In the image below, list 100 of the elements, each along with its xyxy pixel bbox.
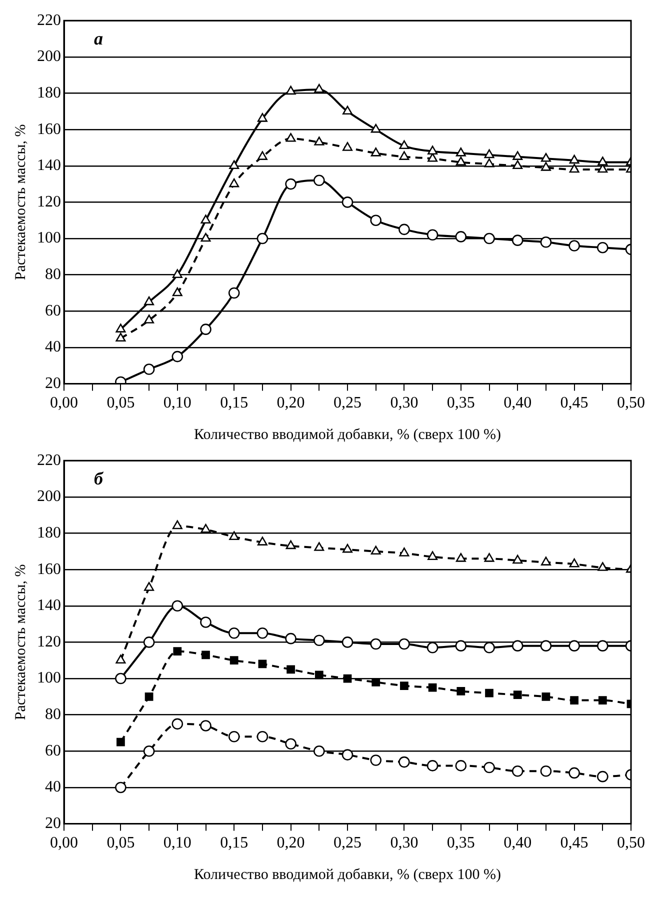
point: [144, 296, 154, 306]
point: [512, 234, 524, 246]
point: [228, 287, 240, 299]
point: [540, 236, 552, 248]
point: [116, 654, 126, 664]
point: [144, 692, 154, 701]
point: [540, 152, 551, 162]
point: [342, 749, 354, 760]
point: [540, 765, 552, 777]
x-axis-title: Количество вводимой добавки, % (сверх 100 %): [194, 866, 502, 883]
point: [229, 531, 240, 540]
point: [228, 627, 240, 639]
x-tick-label: 0,40: [504, 394, 532, 412]
x-tick-label: 0,45: [560, 834, 588, 852]
x-tick-label: 0,35: [446, 394, 475, 412]
point: [343, 674, 352, 683]
point: [398, 224, 410, 236]
x-tick-label: 0,40: [504, 834, 532, 852]
annotation: б: [94, 468, 104, 488]
point: [200, 324, 212, 335]
y-tick-label: 60: [45, 742, 61, 760]
y-tick-label: 20: [45, 375, 61, 392]
point: [229, 160, 240, 170]
point: [342, 142, 352, 151]
point: [400, 682, 408, 690]
point: [314, 746, 325, 757]
x-tick-label: 0,05: [106, 394, 135, 412]
point: [200, 524, 211, 533]
point: [568, 640, 580, 652]
point: [542, 692, 550, 701]
point: [540, 640, 552, 652]
point: [428, 551, 438, 560]
point: [200, 232, 211, 242]
y-tick-label: 140: [37, 597, 61, 614]
point: [172, 600, 184, 612]
point: [370, 214, 382, 226]
point: [370, 546, 381, 555]
y-tick-label: 40: [45, 778, 61, 796]
point: [512, 640, 524, 652]
point: [230, 656, 238, 665]
y-tick-label: 100: [37, 230, 61, 247]
point: [172, 350, 184, 362]
point: [598, 164, 608, 173]
y-tick-label: 80: [45, 266, 61, 284]
point: [115, 782, 126, 794]
point: [568, 240, 580, 252]
point: [116, 324, 126, 332]
y-tick-label: 220: [37, 452, 61, 469]
point: [314, 670, 324, 680]
point: [484, 762, 495, 774]
point: [426, 229, 438, 241]
point: [597, 770, 608, 782]
point: [200, 214, 211, 224]
point: [257, 536, 268, 546]
point: [598, 562, 608, 571]
point: [484, 149, 494, 158]
point: [258, 660, 267, 668]
point: [172, 718, 184, 730]
point: [285, 178, 296, 190]
x-tick-label: 0,00: [50, 834, 78, 852]
point: [116, 332, 126, 342]
point: [172, 269, 182, 278]
point: [484, 232, 495, 244]
x-tick-label: 0,50: [617, 834, 645, 852]
y-tick-label: 220: [37, 12, 61, 29]
point: [342, 196, 354, 208]
point: [342, 636, 354, 648]
point: [399, 548, 410, 556]
x-tick-label: 0,30: [390, 394, 418, 412]
point: [314, 136, 324, 146]
y-axis-title: Растекаемость массы, %: [12, 564, 29, 720]
x-tick-label: 0,20: [276, 394, 305, 412]
point: [285, 632, 296, 644]
point: [257, 151, 268, 160]
point: [398, 756, 410, 768]
x-tick-label: 0,10: [163, 394, 192, 412]
x-tick-label: 0,25: [334, 834, 362, 852]
y-tick-label: 100: [37, 670, 61, 687]
x-tick-label: 0,50: [617, 394, 645, 412]
point: [229, 178, 240, 188]
x-tick-label: 0,30: [390, 834, 418, 852]
y-tick-label: 60: [45, 302, 61, 320]
x-tick-label: 0,20: [276, 834, 305, 852]
point: [285, 738, 296, 750]
x-tick-label: 0,15: [220, 834, 248, 852]
point: [342, 106, 352, 115]
x-tick-label: 0,15: [220, 394, 248, 412]
y-tick-label: 160: [37, 120, 61, 138]
x-tick-label: 0,45: [560, 394, 588, 412]
point: [286, 540, 296, 550]
y-tick-label: 120: [37, 193, 61, 210]
point: [115, 672, 126, 684]
point: [342, 544, 352, 553]
point: [143, 746, 155, 757]
y-axis-title: Растекаемость массы, %: [12, 124, 29, 280]
annotation: а: [94, 28, 103, 48]
point: [257, 113, 268, 122]
y-tick-label: 20: [45, 815, 61, 832]
point: [286, 665, 295, 674]
y-tick-label: 160: [37, 560, 61, 578]
